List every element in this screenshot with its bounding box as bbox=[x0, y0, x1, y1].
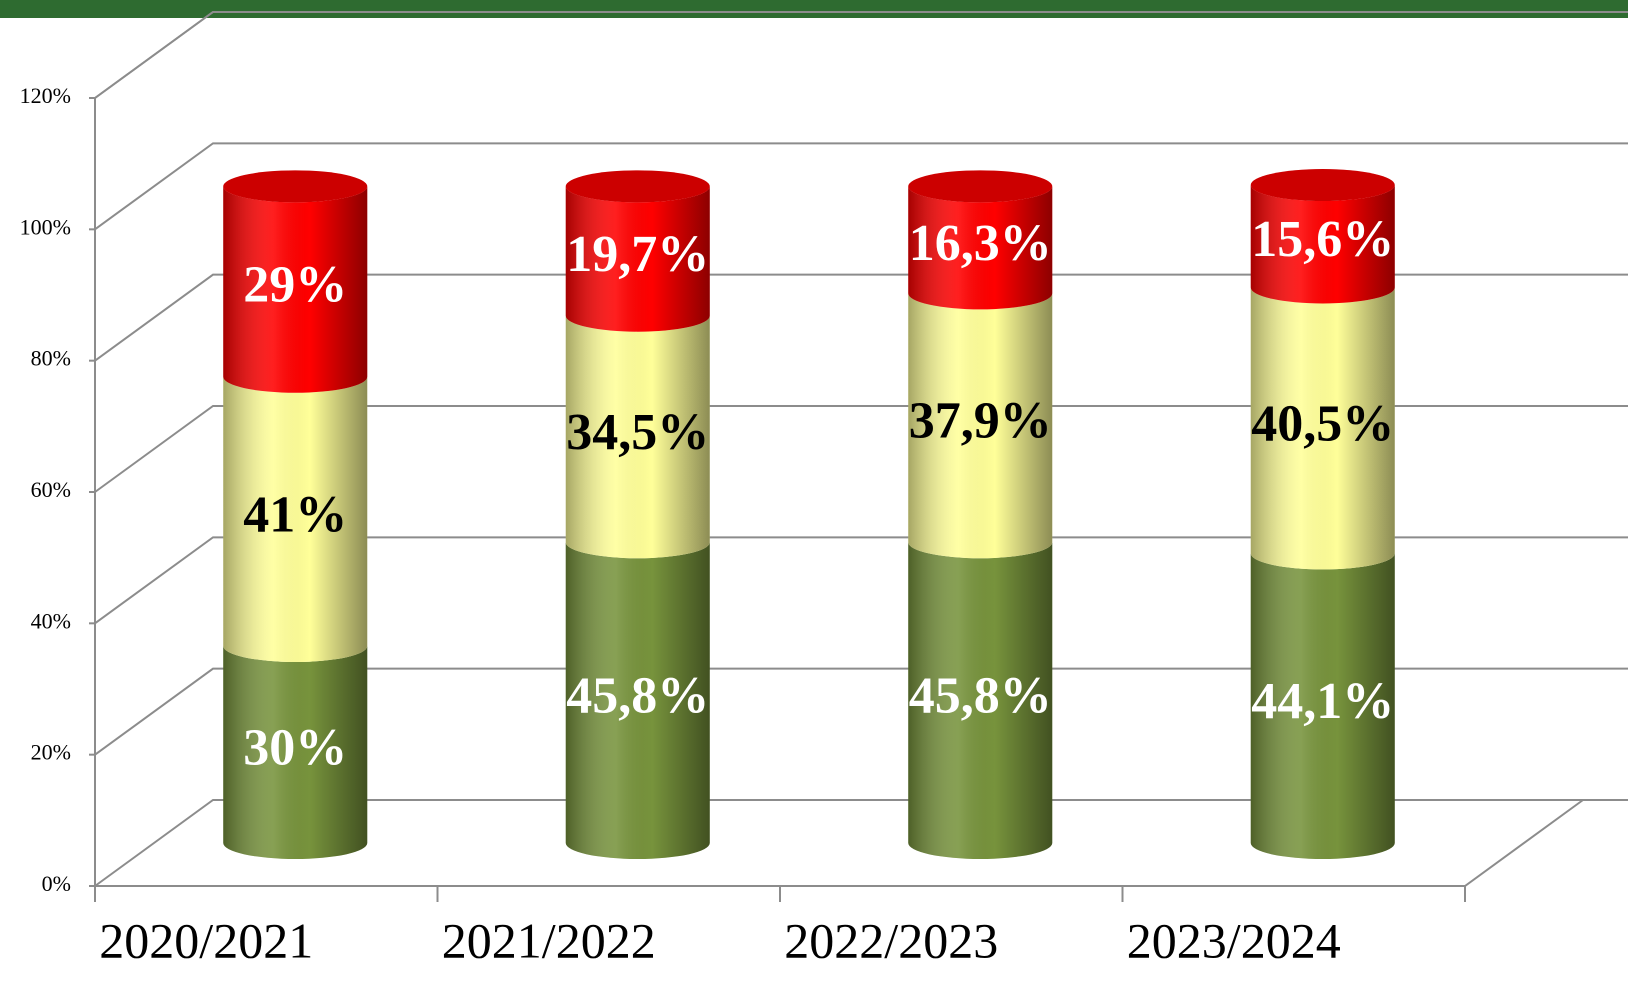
bar-shading bbox=[1250, 287, 1395, 570]
y-tick-label: 120% bbox=[20, 83, 71, 108]
bar-top-shade bbox=[223, 170, 368, 203]
bar-shading bbox=[565, 315, 710, 559]
bar-shading bbox=[908, 293, 1053, 559]
value-label: 40,5% bbox=[1251, 395, 1394, 452]
value-label: 41% bbox=[243, 486, 347, 543]
bar-top bbox=[223, 170, 368, 203]
bar-shading bbox=[565, 542, 710, 859]
x-tick-label: 2021/2022 bbox=[442, 912, 656, 968]
x-tick-label: 2020/2021 bbox=[99, 912, 313, 968]
walls: 0% 20% 40% 60% 80% 100% 120% bbox=[20, 11, 1628, 902]
bar-top-shade bbox=[1250, 169, 1395, 202]
y-tick-label: 0% bbox=[42, 871, 71, 896]
grid-line bbox=[94, 667, 1628, 756]
grid-line bbox=[94, 536, 1628, 625]
y-tick-label: 80% bbox=[31, 346, 71, 371]
plot: 30% 41% 29% 45,8% 34,5% 19,7% 45,8% 37,9% 16,3% 4… bbox=[223, 169, 1395, 859]
header-bar bbox=[0, 0, 1628, 18]
bar-shading bbox=[908, 186, 1053, 310]
bar-shading bbox=[1250, 553, 1395, 859]
grid-line bbox=[94, 273, 1628, 362]
bar-shading bbox=[223, 646, 368, 859]
value-label: 19,7% bbox=[566, 226, 709, 283]
bar-shading bbox=[223, 376, 368, 662]
bar-top bbox=[1250, 169, 1395, 202]
value-label: 15,6% bbox=[1251, 211, 1394, 268]
bar-shading bbox=[1250, 185, 1395, 304]
value-label: 16,3% bbox=[909, 215, 1052, 272]
y-tick-label: 40% bbox=[31, 608, 71, 633]
value-label: 29% bbox=[243, 256, 347, 313]
bar-shading bbox=[223, 186, 368, 393]
value-label: 30% bbox=[243, 719, 347, 776]
value-label: 37,9% bbox=[909, 393, 1052, 450]
bar-shading bbox=[908, 542, 1053, 859]
x-tick-label: 2023/2024 bbox=[1127, 912, 1341, 968]
y-tick-label: 100% bbox=[20, 214, 71, 239]
value-label: 45,8% bbox=[909, 668, 1052, 725]
value-label: 34,5% bbox=[566, 404, 709, 461]
bar-top-shade bbox=[565, 170, 710, 203]
grid-line bbox=[94, 405, 1628, 493]
value-label: 44,1% bbox=[1251, 673, 1394, 730]
value-label: 45,8% bbox=[566, 668, 709, 725]
grid-line bbox=[94, 142, 1628, 231]
x-tick-label: 2022/2023 bbox=[784, 912, 998, 968]
bar-top bbox=[908, 170, 1053, 203]
bar-shading bbox=[565, 186, 710, 332]
grid-line bbox=[94, 11, 1628, 99]
grid-line bbox=[94, 799, 1628, 887]
y-tick-label: 20% bbox=[31, 740, 71, 765]
y-tick-label: 60% bbox=[31, 477, 71, 502]
bar-top-shade bbox=[908, 170, 1053, 203]
bar-top bbox=[565, 170, 710, 203]
